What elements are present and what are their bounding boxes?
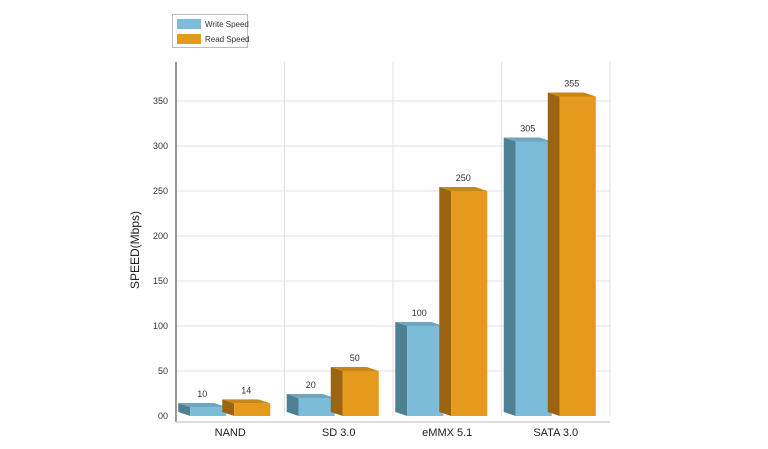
bar-value-label: 355 (564, 79, 579, 89)
legend-item-write: Write Speed (177, 18, 249, 30)
y-tick-label: 300 (153, 141, 168, 151)
y-tick-label: 200 (153, 231, 168, 241)
bar-write-top (286, 394, 335, 398)
y-tick-label: 150 (153, 276, 168, 286)
bar-write-side (395, 322, 408, 416)
y-axis-title: SPEED(Mbps) (128, 211, 142, 289)
bar-value-label: 50 (350, 353, 360, 363)
bar-read-side (547, 92, 560, 416)
bar-value-label: 20 (306, 380, 316, 390)
bar-layer (178, 92, 596, 416)
bar-write (515, 141, 552, 416)
legend-label-read: Read Speed (205, 34, 250, 44)
y-tick-label: 00 (158, 411, 168, 421)
x-category-label: SATA 3.0 (533, 427, 578, 439)
bar-read-top (330, 367, 379, 371)
bar-write-side (178, 403, 191, 416)
y-tick-label: 350 (153, 96, 168, 106)
bar-read-side (222, 399, 235, 416)
bar-write (298, 398, 335, 416)
bar-read-top (547, 92, 596, 97)
grid-layer (176, 62, 611, 416)
bar-write-top (395, 322, 444, 326)
bar-write-top (503, 137, 552, 142)
x-category-label: eMMX 5.1 (422, 427, 472, 439)
bar-read-side (439, 187, 452, 416)
legend-swatch-write (177, 19, 201, 29)
bar-read (342, 371, 379, 416)
legend-label-write: Write Speed (205, 19, 249, 29)
y-tick-label: 100 (153, 321, 168, 331)
bar-read-top (439, 187, 488, 191)
bar-value-label: 250 (456, 173, 471, 183)
y-tick-label: 250 (153, 186, 168, 196)
bar-read (451, 191, 488, 416)
bar-value-label: 10 (197, 389, 207, 399)
legend-item-read: Read Speed (177, 33, 249, 45)
chart-legend: Write Speed Read Speed (172, 14, 249, 48)
bar-write (190, 407, 227, 416)
bar-read-side (330, 367, 343, 416)
bar-read (559, 96, 596, 416)
bar-value-label: 14 (241, 385, 251, 395)
bar-write-side (286, 394, 299, 416)
x-category-label: NAND (215, 427, 246, 439)
legend-swatch-read (177, 34, 201, 44)
bar-value-label: 100 (412, 308, 427, 318)
axis-layer (175, 62, 610, 423)
bar-write-side (503, 137, 516, 416)
bar-read-top (222, 399, 271, 404)
bar-value-label: 305 (520, 124, 535, 134)
label-layer: 00 50 100 150 200 250 300 350 NAND SD 3.0 eMMX 5.1… (153, 79, 579, 440)
bar-read (234, 403, 271, 416)
x-category-label: SD 3.0 (322, 427, 356, 439)
y-tick-label: 50 (158, 366, 168, 376)
bar-write (407, 326, 444, 416)
bar-write-top (178, 403, 227, 407)
